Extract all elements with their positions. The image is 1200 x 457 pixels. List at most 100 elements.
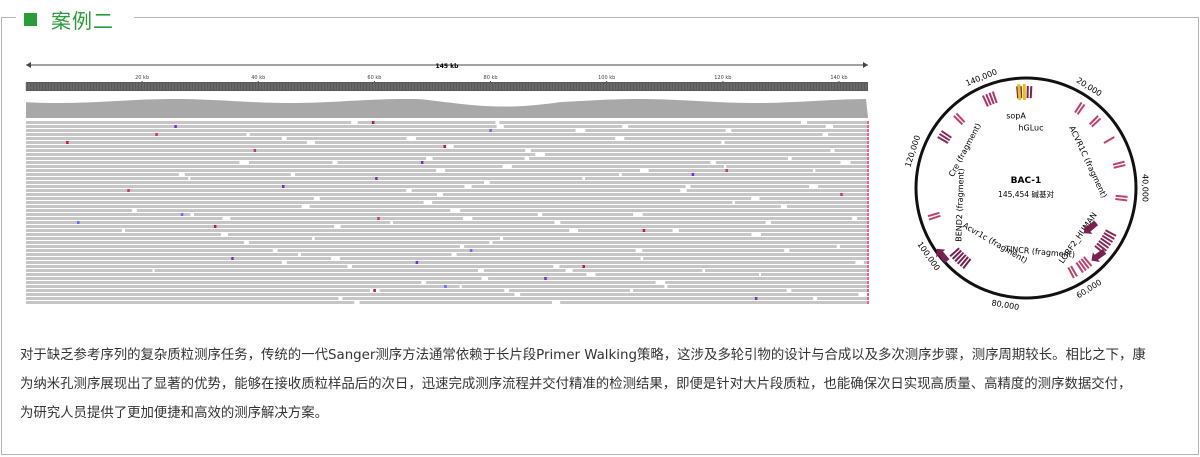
- read: [26, 153, 536, 156]
- variant: [231, 257, 234, 260]
- read: [26, 145, 447, 148]
- read: [445, 169, 641, 172]
- read: [648, 169, 814, 172]
- read: [26, 301, 355, 304]
- read: [789, 249, 868, 252]
- read: [489, 181, 868, 184]
- read: [314, 141, 722, 144]
- feature-mark: [1017, 84, 1022, 101]
- read: [667, 285, 868, 288]
- read-edge: [867, 201, 869, 204]
- body-line: 对于缺乏参考序列的复杂质粒测序任务，传统的一代Sanger测序方法通常依赖于长片…: [20, 348, 1146, 363]
- read-edge: [867, 281, 869, 284]
- read: [818, 185, 868, 188]
- feature-mark: [1100, 237, 1112, 246]
- variant: [66, 141, 69, 144]
- feature-mark: [957, 254, 967, 265]
- read: [828, 133, 868, 136]
- read-edge: [867, 229, 869, 232]
- read: [342, 297, 814, 300]
- read: [643, 257, 868, 260]
- read: [26, 181, 485, 184]
- read: [456, 253, 868, 256]
- read-edge: [867, 181, 869, 184]
- read: [26, 189, 407, 192]
- read: [642, 213, 868, 216]
- read: [190, 177, 583, 180]
- read: [26, 129, 576, 132]
- read: [26, 257, 331, 260]
- read-edge: [867, 149, 869, 152]
- variant: [469, 249, 473, 252]
- read-edge: [867, 265, 869, 268]
- read: [26, 173, 179, 176]
- feature-mark: [954, 252, 965, 263]
- position-label: 80,000: [991, 298, 1020, 312]
- read-edge: [867, 225, 869, 228]
- feature-mark: [937, 136, 949, 144]
- read: [488, 277, 868, 280]
- position-label: 60,000: [1075, 278, 1104, 300]
- read: [26, 229, 122, 232]
- read: [351, 265, 554, 268]
- read: [124, 229, 570, 232]
- read: [26, 221, 391, 224]
- read: [248, 241, 490, 244]
- variant: [77, 221, 80, 224]
- ruler-bar: [26, 82, 868, 91]
- read: [415, 137, 616, 140]
- read: [857, 217, 868, 220]
- ruler-label: 140 kb: [830, 75, 847, 81]
- read: [731, 129, 868, 132]
- read: [26, 237, 313, 240]
- feature-mark: [1083, 256, 1093, 267]
- variant: [253, 149, 257, 152]
- read: [26, 193, 438, 196]
- read: [193, 213, 538, 216]
- ruler-label: 60 kb: [367, 75, 381, 81]
- feature-mark: [1101, 234, 1114, 243]
- read: [249, 133, 823, 136]
- read: [621, 173, 868, 176]
- read-edge: [867, 169, 869, 172]
- feature-label: BEND2 (fragment): [954, 168, 966, 242]
- feature-mark: [985, 93, 992, 106]
- read: [509, 289, 630, 292]
- variant: [377, 217, 380, 220]
- read: [26, 249, 273, 252]
- read-edge: [867, 237, 869, 240]
- read: [442, 193, 868, 196]
- read-edge: [867, 221, 869, 224]
- read: [339, 257, 641, 260]
- variant: [840, 193, 843, 196]
- read: [499, 121, 801, 124]
- feature-mark: [959, 256, 969, 267]
- feature-mark: [1029, 86, 1033, 99]
- read: [26, 157, 427, 160]
- feature-mark: [938, 133, 951, 142]
- feature-mark: [1091, 117, 1102, 128]
- ruler-label: 100 kb: [598, 75, 615, 81]
- variant: [155, 133, 158, 136]
- feature-mark: [1115, 197, 1128, 202]
- read: [227, 233, 752, 236]
- feature-mark: [928, 214, 941, 221]
- feature-mark: [988, 92, 995, 105]
- feature-mark: [951, 249, 962, 260]
- read: [277, 249, 636, 252]
- feature-mark: [953, 115, 964, 126]
- read: [815, 169, 868, 172]
- read: [850, 161, 868, 164]
- body-line: 为研究人员提供了更加便捷和高效的测序解决方案。: [20, 406, 328, 421]
- read-edge: [867, 285, 869, 288]
- read: [791, 157, 868, 160]
- read-edge: [867, 209, 869, 212]
- read: [426, 281, 656, 284]
- read-edge: [867, 297, 869, 300]
- variant: [582, 265, 586, 268]
- read-edge: [867, 197, 869, 200]
- coverage: [26, 99, 868, 118]
- feature-mark: [1115, 194, 1128, 198]
- read: [26, 201, 424, 204]
